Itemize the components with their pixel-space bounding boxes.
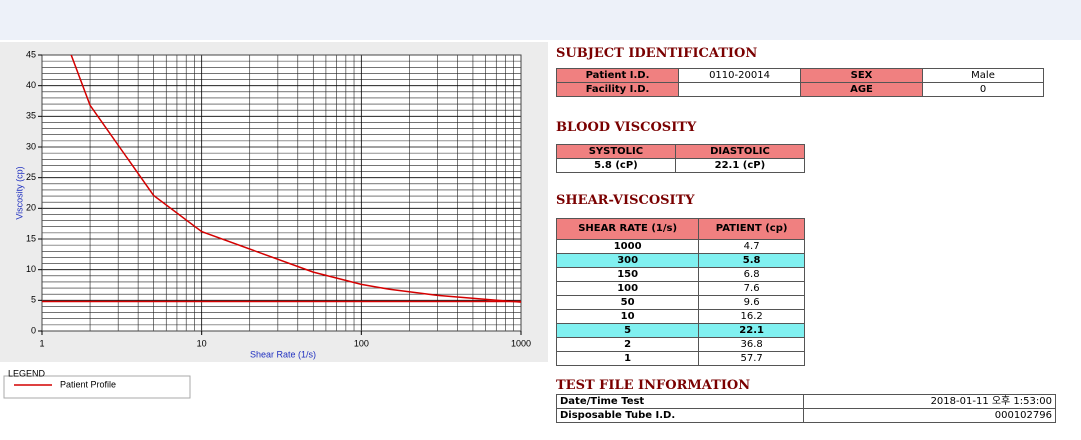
y-axis-label: Viscosity (cp) [14,166,24,219]
y-tick-label: 0 [31,325,36,335]
section-title: SHEAR-VISCOSITY [556,193,695,208]
table-row: 300 5.8 [555,253,805,268]
value-cell: Male [922,68,1044,83]
data-line [70,55,521,303]
value-cell: 16.2 [698,309,805,324]
header-cell: PATIENT (cp) [698,218,805,240]
x-axis-label: Shear Rate (1/s) [250,349,316,359]
value-cell: 300 [555,253,700,268]
y-tick-label: 15 [26,233,36,243]
value-cell: 100 [555,281,700,296]
table-row: 2 36.8 [555,337,805,352]
value-cell: 50 [555,295,700,310]
value-cell: 22.1 [698,323,805,338]
section-title: SUBJECT IDENTIFICATION [556,46,758,61]
top-bar [0,0,1081,40]
value-cell: 0110-20014 [678,68,801,83]
label-cell: Disposable Tube I.D. [556,408,804,423]
value-cell: 5.8 [698,253,805,268]
label-cell: AGE [800,82,923,97]
value-cell: 2 [555,337,700,352]
section-title: BLOOD VISCOSITY [556,120,697,135]
x-tick-label: 1 [39,338,44,348]
value-cell: 4.7 [698,239,805,254]
y-tick-label: 30 [26,141,36,151]
value-cell: 150 [555,267,700,282]
value-cell: 6.8 [698,267,805,282]
value-cell: 36.8 [698,337,805,352]
value-cell: 10 [555,309,700,324]
label-cell: Facility I.D. [556,82,679,97]
y-tick-label: 20 [26,203,36,213]
label-cell: Patient I.D. [556,68,679,83]
y-tick-label: 10 [26,264,36,274]
legend-title: LEGEND [8,368,46,378]
y-tick-label: 45 [26,49,36,59]
table-row: 100 7.6 [555,281,805,296]
table-row: 1 57.7 [555,351,805,366]
table-row: 150 6.8 [555,267,805,282]
chart: Shear Rate (1/s) Viscosity (cp) LEGEND P… [0,42,548,399]
value-cell [678,82,801,97]
plot-area [42,55,521,331]
table-row: 5 22.1 [555,323,805,338]
header-cell: DIASTOLIC [674,144,806,159]
label-cell: SEX [800,68,923,83]
value-cell: 22.1 (cP) [674,158,806,173]
value-cell: 000102796 [803,408,1056,423]
table-row: 10 16.2 [555,309,805,324]
y-tick-label: 35 [26,111,36,121]
test-file-table: Date/Time Test 2018-01-11 오후 1:53:00 Disp… [556,394,1056,423]
table-row: 1000 4.7 [555,239,805,254]
shear-table: SHEAR RATE (1/s) PATIENT (cp) 1000 4.7 300 5… [555,218,805,366]
page: Shear Rate (1/s) Viscosity (cp) LEGEND P… [0,0,1081,423]
x-tick-label: 10 [197,338,207,348]
y-tick-label: 40 [26,80,36,90]
value-cell: 1 [555,351,700,366]
header-cell: SYSTOLIC [556,144,676,159]
table-row: 50 9.6 [555,295,805,310]
value-cell: 2018-01-11 오후 1:53:00 [803,394,1056,409]
section-title: TEST FILE INFORMATION [556,378,751,393]
value-cell: 5 [555,323,700,338]
legend-box [3,375,191,399]
value-cell: 57.7 [698,351,805,366]
value-cell: 0 [922,82,1044,97]
x-tick-label: 1000 [511,338,531,348]
value-cell: 5.8 (cP) [556,158,676,173]
x-tick-label: 100 [354,338,369,348]
y-tick-label: 25 [26,172,36,182]
header-cell: SHEAR RATE (1/s) [555,218,700,240]
value-cell: 7.6 [698,281,805,296]
value-cell: 1000 [555,239,700,254]
legend-entry: Patient Profile [60,379,116,389]
y-tick-label: 5 [31,295,36,305]
subject-table: Patient I.D. 0110-20014 SEX Male Facility I… [556,68,1044,97]
plot-border [41,54,522,332]
label-cell: Date/Time Test [556,394,804,409]
value-cell: 9.6 [698,295,805,310]
blood-viscosity-table: SYSTOLIC DIASTOLIC 5.8 (cP) 22.1 (cP) [556,144,806,173]
